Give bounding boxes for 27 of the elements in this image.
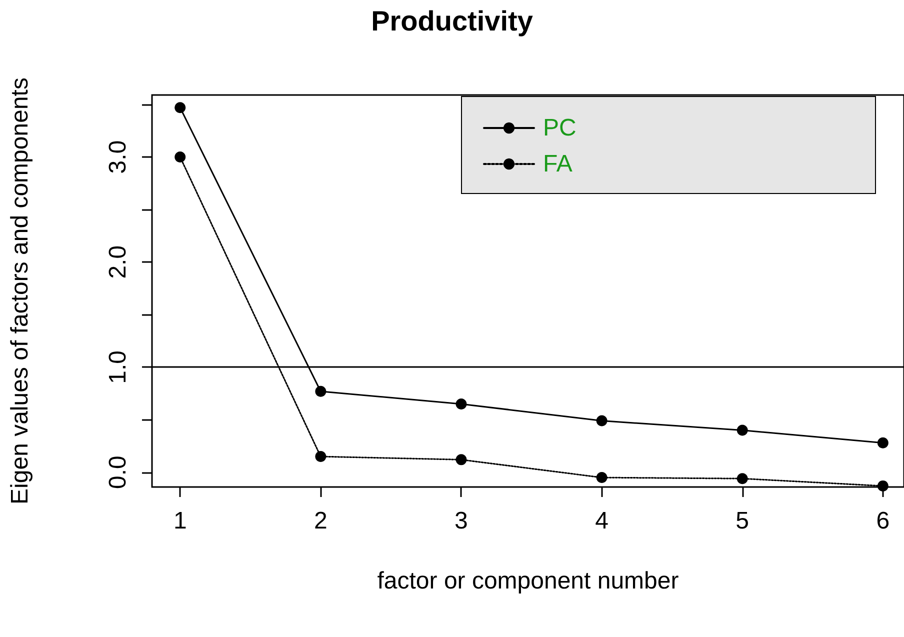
x-tick-label: 3 [454,508,468,534]
y-tick-label: 3.0 [104,140,132,174]
chart-title: Productivity [371,6,534,36]
x-axis-title: factor or component number [377,568,679,594]
y-tick-label: 2.0 [104,245,132,279]
point [315,386,326,397]
point [596,472,608,484]
y-tick-label: 0.0 [104,456,132,489]
point [877,480,888,492]
y-tick-label: 1.0 [104,350,132,384]
x-tick-label: 5 [736,508,750,534]
point [174,152,186,162]
point [174,102,186,114]
x-tick-label: 1 [173,508,187,534]
point [736,424,748,436]
x-tick-label: 2 [314,508,328,534]
x-tick-label: 6 [876,508,890,534]
point [456,398,467,410]
point [596,415,608,426]
legend-label: PC [543,114,576,142]
point [456,454,467,466]
point [736,473,748,484]
point [315,451,326,462]
y-axis-title: Eigen values of factors and components [6,78,34,504]
legend-label: FA [543,150,572,178]
x-tick-label: 4 [595,508,608,534]
point [877,437,888,448]
